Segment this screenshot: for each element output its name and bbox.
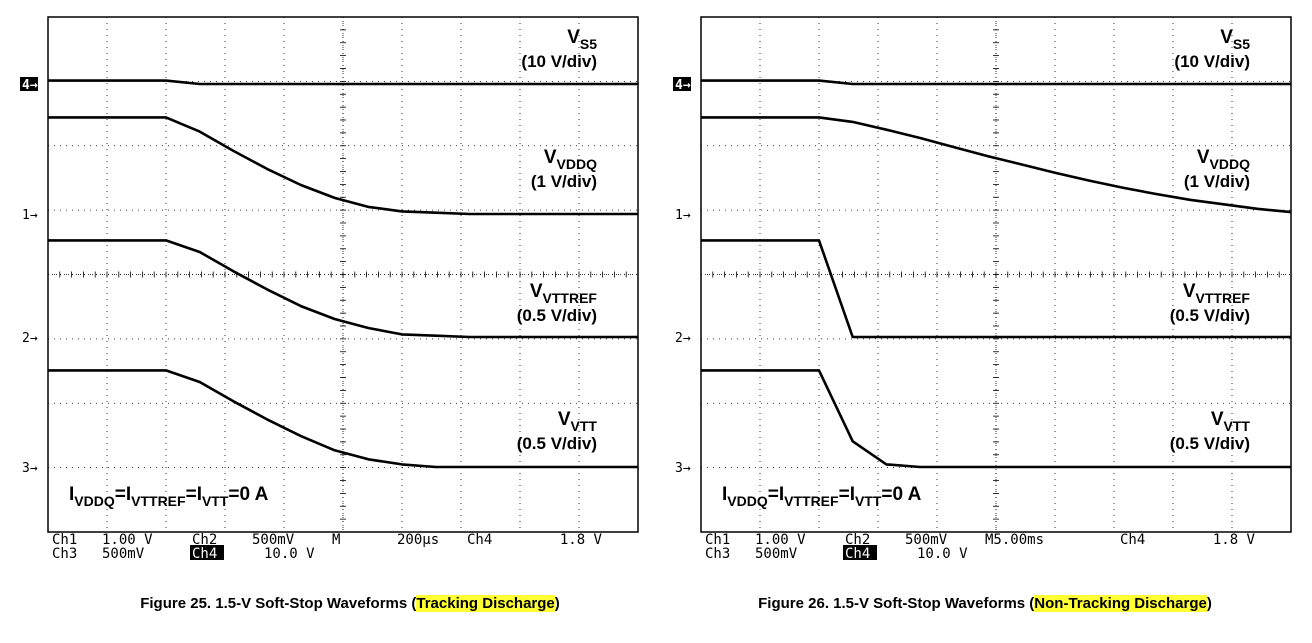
marker-label: 1→ <box>675 208 691 223</box>
readout-value: M <box>332 532 340 548</box>
caption-prefix: Figure 25. 1.5-V Soft-Stop Waveforms ( <box>140 595 417 612</box>
readout-value: Ch4 <box>1120 532 1145 548</box>
trace-label-scale: (10 V/div) <box>1174 52 1250 71</box>
trace-label-name: VS5 <box>1220 27 1250 52</box>
trace-label-name: VVTT <box>558 409 598 434</box>
marker-label: 4→ <box>675 78 691 93</box>
readout-value: 1.00 V <box>102 532 153 548</box>
trace-label-vtt: VVTT(0.5 V/div) <box>517 409 598 453</box>
readout-value: 1.8 V <box>1213 532 1256 548</box>
readout-value: 10.0 V <box>264 546 315 562</box>
trace-label-scale: (0.5 V/div) <box>517 434 597 453</box>
active-channel-box <box>843 545 877 560</box>
load-condition-label: IVDDQ=IVTTREF=IVTT=0 A <box>722 484 922 509</box>
trace-label-scale: (10 V/div) <box>521 52 597 71</box>
readout-value: 500mV <box>905 532 948 548</box>
figure-26-caption: Figure 26. 1.5-V Soft-Stop Waveforms (No… <box>725 595 1245 612</box>
channel-marker-1: 1→ <box>675 208 691 223</box>
channel-marker-3: 3→ <box>675 461 691 476</box>
scope-figure-26: 4→ 1→ 2→ 3→ VS5 (10 V/div) VVDDQ (1 V/div) VVTTR… <box>665 15 1292 562</box>
trace-label-s5: VS5(10 V/div) <box>1174 27 1250 71</box>
readout-value: 500mV <box>102 546 145 562</box>
trace-vddq <box>48 116 638 216</box>
readout-row-2: Ch3 500mV Ch4 10.0 V <box>705 545 968 562</box>
trace-label-name: VVTTREF <box>530 281 598 306</box>
readout-value: 500mV <box>252 532 295 548</box>
readout-value: Ch3 <box>705 546 730 562</box>
marker-box <box>20 77 38 91</box>
readout-row-2: Ch3 500mV Ch4 10.0 V <box>52 545 315 562</box>
channel-marker-2: 2→ <box>675 331 691 346</box>
marker-label: 2→ <box>675 331 691 346</box>
readout-row-1: Ch1 1.00 V Ch2 500mV M5.00ms Ch4 1.8 V <box>705 532 1256 548</box>
scope-plot-svg: 4→ 1→ 2→ 3→ VS5(10 V/div) VVDDQ(1 V/div) VVTTR… <box>673 16 1292 562</box>
active-channel-box <box>190 545 224 560</box>
trace-label-scale: (1 V/div) <box>531 172 597 191</box>
readout-value: Ch1 <box>52 532 77 548</box>
marker-box <box>673 77 691 91</box>
trace-label-scale: (0.5 V/div) <box>1170 306 1250 325</box>
trace-label-vttref: VVTTREF(0.5 V/div) <box>517 281 598 325</box>
readout-value: Ch3 <box>52 546 77 562</box>
trace-label-scale: (0.5 V/div) <box>1170 434 1250 453</box>
channel-marker-1: 1→ <box>22 208 38 223</box>
trace-label-scale: (1 V/div) <box>1184 172 1250 191</box>
trace-s5 <box>701 79 1291 86</box>
readout-value: Ch4 <box>845 546 870 562</box>
trace-s5 <box>48 79 638 86</box>
marker-label: 3→ <box>22 461 38 476</box>
trace-label-vttref: VVTTREF(0.5 V/div) <box>1170 281 1251 325</box>
readout-value: 1.00 V <box>755 532 806 548</box>
marker-label: 2→ <box>22 331 38 346</box>
readout-value: Ch2 <box>845 532 870 548</box>
trace-label-name: VVDDQ <box>544 147 597 172</box>
trace-vddq <box>701 116 1292 214</box>
scope-plot-svg: 4→ 1→ 2→ 3→ VS5(10 V/div) VVDDQ(1 V/div) VVTTR… <box>20 16 639 562</box>
readout-value: Ch1 <box>705 532 730 548</box>
grid <box>700 16 1292 533</box>
marker-label: 4→ <box>22 78 38 93</box>
caption-suffix: ) <box>554 595 560 612</box>
trace-label-name: VS5 <box>567 27 597 52</box>
trace-vtt <box>48 369 638 469</box>
marker-label: 3→ <box>675 461 691 476</box>
channel-marker-3: 3→ <box>22 461 38 476</box>
trace-label-vddq: VVDDQ(1 V/div) <box>1184 147 1250 191</box>
trace-label-vtt: VVTT(0.5 V/div) <box>1170 409 1251 453</box>
figure-25-caption: Figure 25. 1.5-V Soft-Stop Waveforms (Tr… <box>40 595 660 612</box>
readout-row-1: Ch1 1.00 V Ch2 500mV M 200µs Ch4 1.8 V <box>52 532 603 548</box>
caption-suffix: ) <box>1206 595 1212 612</box>
caption-highlight: Tracking Discharge <box>416 595 555 612</box>
readout-value: Ch4 <box>192 546 217 562</box>
trace-vttref <box>701 239 1291 339</box>
grid <box>47 16 639 533</box>
readout-value: 500mV <box>755 546 798 562</box>
marker-label: 1→ <box>22 208 38 223</box>
trace-label-scale: (0.5 V/div) <box>517 306 597 325</box>
readout-value: Ch4 <box>467 532 492 548</box>
caption-highlight: Non-Tracking Discharge <box>1034 595 1207 612</box>
channel-marker-4: 4→ <box>20 77 38 93</box>
trace-vttref <box>48 239 638 339</box>
trace-label-name: VVDDQ <box>1197 147 1250 172</box>
caption-prefix: Figure 26. 1.5-V Soft-Stop Waveforms ( <box>758 595 1035 612</box>
channel-marker-2: 2→ <box>22 331 38 346</box>
scope-figure-25: 4→ 1→ 2→ 3→ VS5 (10 V/div) VVDDQ (1 V/div) VVTTR… <box>12 15 639 562</box>
readout-value: 10.0 V <box>917 546 968 562</box>
trace-vtt <box>701 369 1291 469</box>
readout-value: M5.00ms <box>985 532 1044 548</box>
channel-marker-4: 4→ <box>673 77 691 93</box>
trace-label-vddq: VVDDQ(1 V/div) <box>531 147 597 191</box>
readout-value: 200µs <box>397 532 439 548</box>
load-condition-label: IVDDQ=IVTTREF=IVTT=0 A <box>69 484 269 509</box>
trace-label-name: VVTT <box>1211 409 1251 434</box>
trace-label-name: VVTTREF <box>1183 281 1251 306</box>
readout-value: 1.8 V <box>560 532 603 548</box>
trace-label-s5: VS5(10 V/div) <box>521 27 597 71</box>
readout-value: Ch2 <box>192 532 217 548</box>
